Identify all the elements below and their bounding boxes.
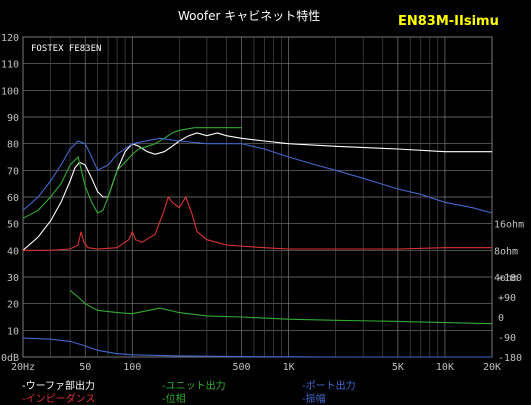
- phase-tick-label: +90: [498, 293, 516, 304]
- legend-item-amplitude: -振幅: [302, 390, 326, 405]
- impedance-tick-label: 4ohm: [494, 273, 518, 284]
- port-output-line: [22, 137, 493, 214]
- legend-dash: -: [302, 381, 306, 392]
- y-tick-label: 10: [7, 326, 19, 337]
- phase-line: [69, 289, 493, 325]
- woofer-output-line: [22, 132, 492, 251]
- legend-dash: -: [162, 381, 166, 392]
- y-tick-label: 50: [7, 220, 19, 231]
- unit-label: FOSTEX FE83EN: [31, 44, 102, 54]
- legend-dash: -: [162, 394, 166, 405]
- unit-output-line: [22, 127, 242, 219]
- legend-label-impedance: インピーダンス: [25, 394, 96, 405]
- x-tick-label: 100: [123, 362, 141, 373]
- legend-dash: -: [22, 394, 26, 405]
- impedance-line: [23, 195, 492, 251]
- y-tick-label: 40: [7, 246, 19, 257]
- phase-tick-label: -180: [498, 353, 522, 364]
- y-tick-label: 20: [7, 300, 19, 311]
- phase-tick-label: +180: [498, 273, 522, 284]
- chart-title: Woofer キャビネット特性: [178, 9, 321, 23]
- impedance-tick-label: 16ohm: [494, 220, 524, 231]
- x-tick-label: 5K: [392, 362, 404, 373]
- amplitude-line: [22, 337, 492, 358]
- y-tick-label: 30: [7, 273, 19, 284]
- chart-grid: [22, 36, 493, 358]
- y-tick-label: 90: [7, 113, 19, 124]
- legend-item-unit: -ユニット出力: [162, 377, 226, 392]
- legend-item-impedance: -インピーダンス: [22, 390, 95, 405]
- x-tick-label: 1K: [283, 362, 295, 373]
- y-tick-label: 120: [1, 33, 19, 44]
- phase-tick-label: -90: [498, 333, 516, 344]
- chart-model-label: EN83M-IIsimu: [398, 14, 499, 29]
- impedance-tick-label: 8ohm: [494, 246, 518, 257]
- x-tick-label: 50: [79, 362, 91, 373]
- y-tick-label: 60: [7, 193, 19, 204]
- legend-label-port: ポート出力: [305, 381, 356, 392]
- legend-item-port: -ポート出力: [302, 377, 356, 392]
- legend-dash: -: [302, 394, 306, 405]
- legend-label-phase: 位相: [165, 394, 186, 405]
- legend-label-woofer: ウーファ部出力: [25, 381, 96, 392]
- legend-item-woofer: -ウーファ部出力: [22, 377, 95, 392]
- x-tick-label: 20Hz: [11, 362, 35, 373]
- legend-row-1: -ウーファ部出力 -ユニット出力 -ポート出力: [22, 377, 522, 392]
- chart-series-layer: [22, 127, 493, 358]
- phase-tick-label: 0: [498, 313, 504, 324]
- x-tick-label: 20K: [483, 362, 501, 373]
- y-tick-label: 70: [7, 166, 19, 177]
- x-tick-label: 10K: [436, 362, 454, 373]
- legend-row-2: -インピーダンス -位相 -振幅: [22, 390, 522, 405]
- legend-label-unit: ユニット出力: [165, 381, 226, 392]
- y-tick-label: 0dB: [1, 353, 19, 364]
- x-tick-label: 500: [233, 362, 251, 373]
- y-tick-label: 110: [1, 60, 19, 71]
- legend-dash: -: [22, 381, 26, 392]
- legend-label-amplitude: 振幅: [305, 394, 326, 405]
- y-tick-label: 100: [1, 86, 19, 97]
- legend-item-phase: -位相: [162, 390, 186, 405]
- y-tick-label: 80: [7, 140, 19, 151]
